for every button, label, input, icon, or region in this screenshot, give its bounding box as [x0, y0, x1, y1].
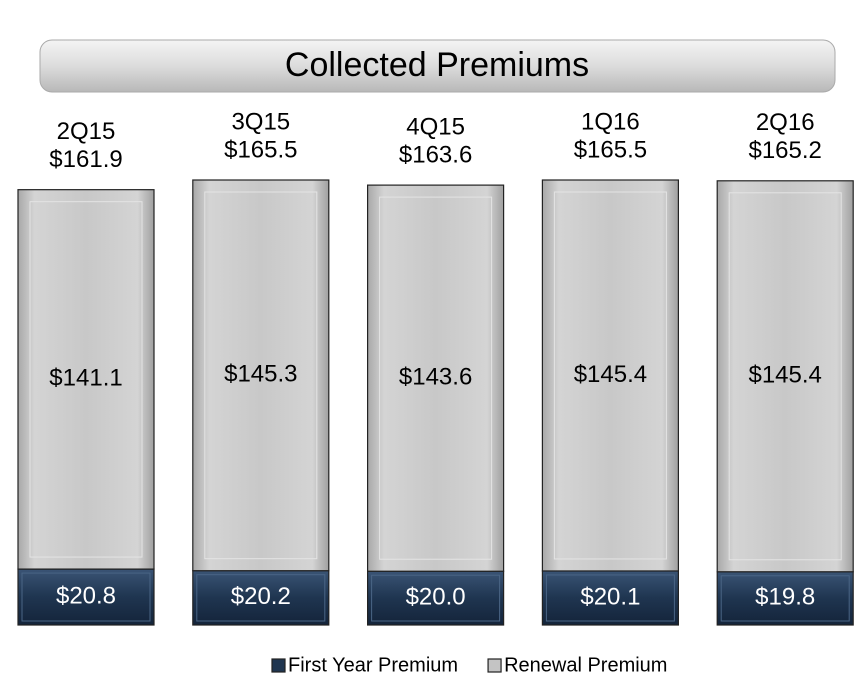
- bar-bevel: [545, 574, 675, 622]
- value-label: $20.2: [231, 583, 291, 610]
- value-label: $145.4: [574, 361, 647, 388]
- category-label: 3Q15: [231, 108, 290, 135]
- value-label: $145.4: [748, 362, 821, 389]
- bars: $20.8$141.1$161.92Q15$20.2$145.3$165.53Q…: [17, 108, 854, 626]
- value-label: $20.0: [406, 583, 466, 610]
- legend-label: First Year Premium: [288, 654, 458, 676]
- renewal-bar: [17, 189, 155, 570]
- legend: First Year Premium Renewal Premium: [271, 654, 667, 676]
- bar-bevel: [379, 196, 493, 560]
- bar-bevel: [21, 572, 151, 622]
- total-label: $165.5: [224, 136, 297, 163]
- renewal-bar: [541, 179, 680, 572]
- title-banner: [39, 39, 836, 93]
- bar-bevel: [29, 201, 143, 558]
- first-year-bar: [367, 570, 505, 626]
- value-label: $143.6: [399, 364, 472, 391]
- category-label: 4Q15: [406, 113, 465, 140]
- legend-swatch: [271, 658, 286, 673]
- value-label: $19.8: [755, 584, 815, 611]
- total-label: $163.6: [399, 141, 472, 168]
- value-label: $20.8: [56, 582, 116, 609]
- chart-title: Collected Premiums: [285, 46, 589, 84]
- first-year-bar: [192, 570, 330, 626]
- total-label: $165.5: [574, 136, 647, 163]
- legend-label: Renewal Premium: [504, 654, 667, 676]
- value-label: $145.3: [224, 361, 297, 388]
- first-year-bar: [716, 571, 854, 626]
- bar-bevel: [728, 192, 842, 561]
- bar-bevel: [371, 574, 501, 622]
- total-label: $161.9: [49, 146, 122, 173]
- bar-bevel: [196, 574, 326, 622]
- renewal-bar: [716, 180, 854, 573]
- renewal-bar: [367, 184, 505, 572]
- category-label: 1Q16: [581, 108, 640, 135]
- legend-swatch: [487, 658, 502, 673]
- first-year-bar: [17, 568, 155, 626]
- renewal-bar: [192, 179, 330, 572]
- bar-bevel: [204, 191, 318, 560]
- category-label: 2Q15: [57, 118, 116, 145]
- category-label: 2Q16: [756, 109, 815, 136]
- total-label: $165.2: [748, 137, 821, 164]
- value-label: $141.1: [49, 365, 122, 392]
- bar-bevel: [553, 191, 667, 560]
- bar-bevel: [720, 575, 850, 622]
- value-label: $20.1: [580, 583, 640, 610]
